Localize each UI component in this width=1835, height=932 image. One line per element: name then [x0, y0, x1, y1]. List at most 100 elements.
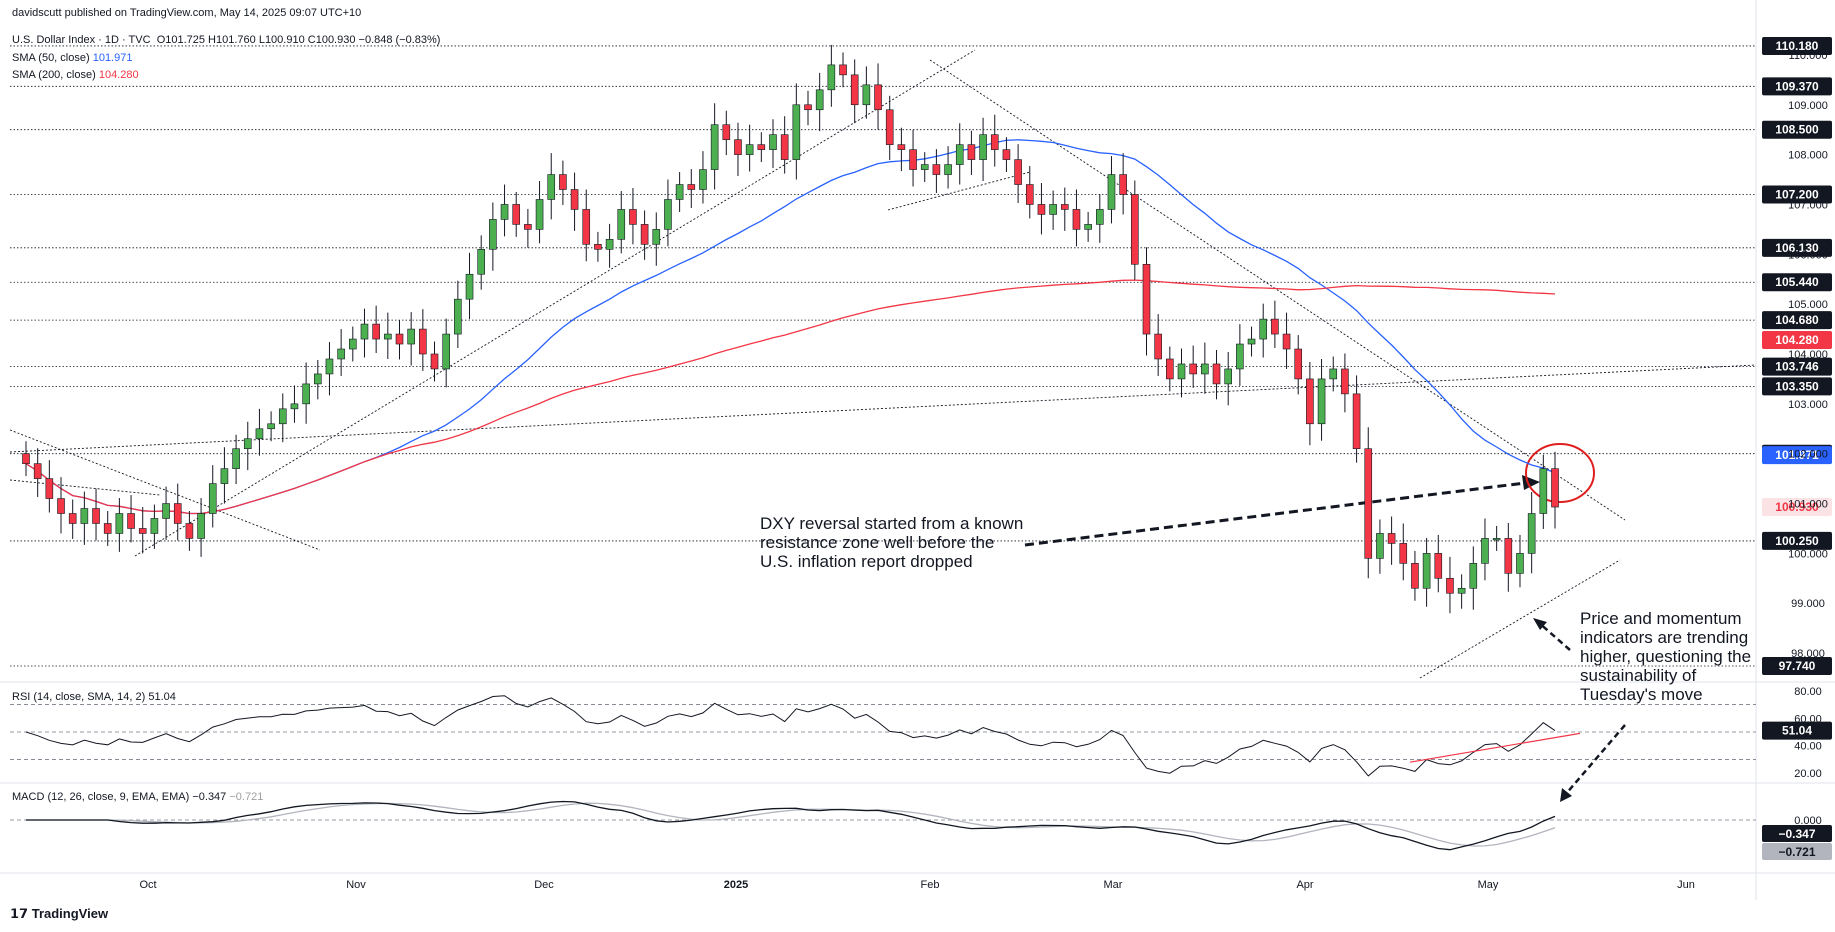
- candle-body: [1329, 368, 1338, 380]
- level-label: 104.680: [1775, 313, 1819, 327]
- level-badge: [1762, 498, 1832, 517]
- publisher-line: davidscutt published on TradingView.com,…: [12, 7, 362, 19]
- candle-body: [1411, 563, 1419, 589]
- candle-body: [722, 124, 731, 140]
- channel-line: [887, 171, 1031, 211]
- early-flat-line: [9, 479, 161, 496]
- x-tick-label: Mar: [1104, 879, 1123, 891]
- macd-tick-label: 0.000: [1794, 815, 1822, 827]
- level-label: 101.971: [1775, 448, 1819, 462]
- candle-body: [629, 209, 637, 225]
- y-tick-label: 105.000: [1788, 299, 1828, 311]
- candle-body: [582, 209, 591, 245]
- dxy-annotation-line-2: resistance zone well before the: [760, 533, 995, 552]
- candle-body: [1072, 209, 1081, 230]
- candle-body: [909, 149, 917, 170]
- candle-body: [454, 298, 462, 335]
- candle-body: [349, 338, 357, 350]
- rsi-tick-label: 80.00: [1794, 686, 1822, 698]
- rsi-value: 51.04: [148, 691, 176, 703]
- sma200-legend[interactable]: SMA (200, close) 104.280: [12, 69, 139, 81]
- candle-body: [699, 169, 707, 190]
- candle-body: [1259, 318, 1268, 340]
- momentum-annotation-line-4: sustainability of: [1580, 666, 1697, 685]
- candle-body: [990, 134, 999, 150]
- sma50-value: 101.971: [92, 52, 133, 64]
- candle-body: [710, 124, 719, 170]
- candle-body: [1352, 393, 1361, 450]
- early-downtrend-line: [9, 429, 321, 551]
- sma200-value: 104.280: [98, 69, 139, 81]
- y-tick-label: 104.000: [1788, 349, 1828, 361]
- level-label: 103.746: [1775, 360, 1819, 374]
- candle-body: [278, 408, 287, 425]
- macd-legend[interactable]: MACD (12, 26, close, 9, EMA, EMA) −0.347…: [12, 791, 263, 803]
- rsi-tick-label: 20.00: [1794, 768, 1822, 780]
- candle-body: [920, 164, 929, 170]
- momentum-annotation-line-2: indicators are trending: [1580, 628, 1749, 647]
- candle-body: [594, 244, 602, 250]
- candle-body: [255, 428, 264, 440]
- rsi-tick-label: 40.00: [1794, 741, 1822, 753]
- candle-body: [1049, 204, 1057, 215]
- y-tick-label: 107.000: [1788, 199, 1828, 211]
- momentum-annotation: Price and momentum indicators are trendi…: [1580, 609, 1751, 704]
- candle-body: [1247, 338, 1256, 345]
- candle-body: [769, 134, 777, 150]
- candle-body: [1166, 358, 1174, 380]
- x-tick-label: May: [1478, 879, 1499, 891]
- level-badge: [1762, 77, 1832, 96]
- candle-body: [734, 139, 742, 155]
- candle-body: [33, 463, 42, 479]
- candle-body: [664, 199, 672, 230]
- candle-body: [827, 64, 836, 91]
- candle-body: [1317, 378, 1326, 425]
- rsi-legend[interactable]: RSI (14, close, SMA, 14, 2) 51.04: [12, 691, 176, 703]
- trendlines: [9, 49, 1757, 679]
- y-tick-label: 98.000: [1791, 648, 1825, 660]
- x-tick-label: Feb: [921, 879, 940, 891]
- level-label: 100.250: [1775, 534, 1819, 548]
- candle-body: [897, 144, 906, 150]
- level-badge: [1762, 446, 1832, 465]
- tradingview-logo[interactable]: 𝟭𝟳 TradingView: [10, 906, 108, 922]
- candle-body: [208, 483, 217, 514]
- momentum-arrow-line: [1537, 621, 1571, 651]
- candle-body: [1224, 368, 1232, 385]
- symbol-line: U.S. Dollar Index · 1D · TVC O101.725 H1…: [12, 34, 440, 46]
- x-tick-label: Apr: [1296, 879, 1313, 891]
- level-label: 103.350: [1775, 379, 1819, 393]
- candle-body: [1492, 538, 1501, 541]
- candle-body: [1504, 538, 1513, 574]
- momentum-annotation-line-3: higher, questioning the: [1580, 647, 1752, 666]
- candle-body: [267, 423, 275, 430]
- candle-body: [1306, 378, 1314, 425]
- candle-body: [885, 109, 894, 145]
- candle-body: [243, 438, 252, 450]
- sma50-legend[interactable]: SMA (50, close) 101.971: [12, 52, 132, 64]
- candle-body: [57, 498, 65, 514]
- candle-body: [1189, 363, 1197, 375]
- candle-body: [745, 144, 754, 155]
- candle-body: [792, 104, 801, 160]
- candle-body: [1341, 368, 1349, 395]
- candle-body: [127, 513, 135, 529]
- level-label: 97.740: [1779, 659, 1816, 673]
- level-badge: [1762, 273, 1832, 292]
- candle-body: [780, 134, 789, 160]
- candle-body: [360, 323, 369, 340]
- rsi-trendline: [1409, 732, 1581, 763]
- macd-label: MACD (12, 26, close, 9, EMA, EMA): [12, 791, 190, 803]
- candle-body: [617, 209, 626, 240]
- candle-body: [138, 528, 147, 534]
- candle-body: [1527, 513, 1536, 554]
- candle-body: [1446, 578, 1454, 594]
- ohlc-values: O101.725 H101.760 L100.910 C100.930 −0.8…: [156, 34, 441, 46]
- sma-lines: [25, 139, 1556, 515]
- sma200-label: SMA (200, close): [12, 69, 96, 81]
- candle-body: [874, 84, 882, 111]
- x-tick-label: Jun: [1677, 879, 1695, 891]
- candle-body: [302, 383, 310, 405]
